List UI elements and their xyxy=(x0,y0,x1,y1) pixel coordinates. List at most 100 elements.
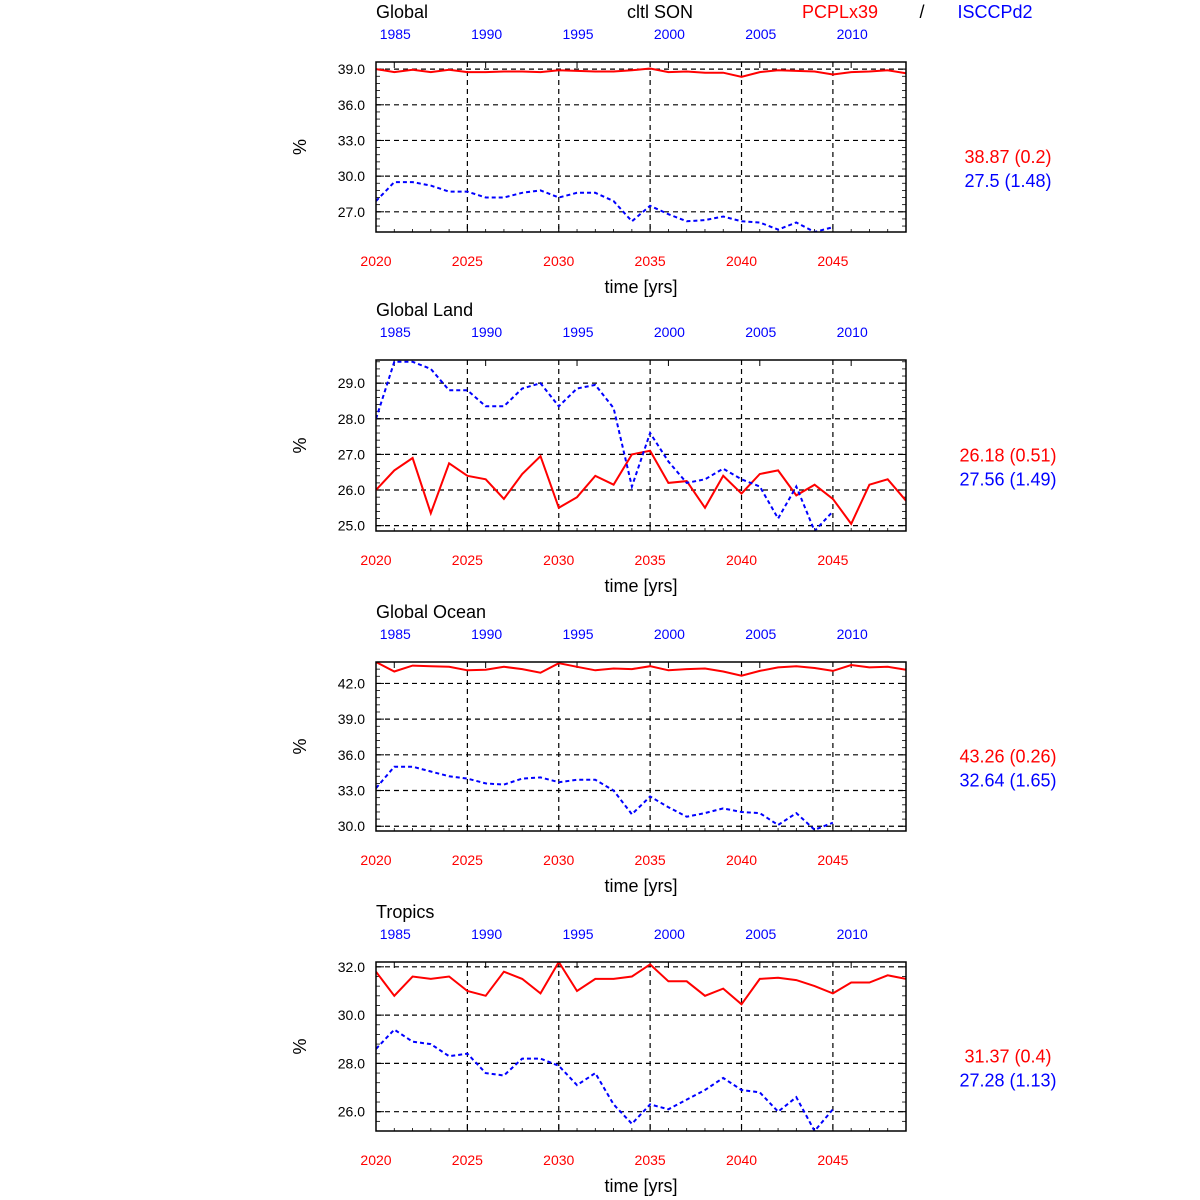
panel-global-land: Global Land 1985 1990 1995 2000 2005 2010 25.0 2… xyxy=(290,300,1057,596)
panel-global: Global 1985 1990 1995 2000 2005 2010 27.0 30.0 33… xyxy=(290,2,1052,297)
x-tick-label: 2040 xyxy=(726,852,757,868)
y-tick-label: 28.0 xyxy=(338,411,365,427)
obs-legend-label: ISCCPd2 xyxy=(957,2,1032,22)
y-axis-title: % xyxy=(290,738,310,754)
y-axis-title: % xyxy=(290,437,310,453)
x-tick-label: 2045 xyxy=(817,852,848,868)
variable-title: cltl SON xyxy=(627,2,693,22)
x-tick-label: 2025 xyxy=(452,1152,483,1168)
top-tick-label: 1985 xyxy=(380,26,411,42)
top-tick-label: 2000 xyxy=(654,926,685,942)
model-legend-label: PCPLx39 xyxy=(802,2,878,22)
x-tick-label: 2020 xyxy=(360,552,391,568)
top-tick-label: 1995 xyxy=(562,626,593,642)
obs-summary: 27.5 (1.48) xyxy=(964,171,1051,191)
top-tick-label: 2010 xyxy=(837,626,868,642)
panel-global-ocean: Global Ocean 1985 1990 1995 2000 2005 2010 30.0… xyxy=(290,602,1057,896)
obs-series-line xyxy=(376,765,834,831)
plot-frame xyxy=(375,661,907,832)
x-tick-label: 2025 xyxy=(452,253,483,269)
x-axis-title: time [yrs] xyxy=(604,576,677,596)
model-summary: 38.87 (0.2) xyxy=(964,147,1051,167)
top-tick-label: 2010 xyxy=(837,324,868,340)
top-tick-label: 1995 xyxy=(562,26,593,42)
y-tick-label: 39.0 xyxy=(338,711,365,727)
obs-summary: 27.28 (1.13) xyxy=(959,1071,1056,1091)
top-tick-label: 2000 xyxy=(654,26,685,42)
x-tick-label: 2030 xyxy=(543,1152,574,1168)
x-tick-label: 2040 xyxy=(726,1152,757,1168)
x-tick-label: 2030 xyxy=(543,552,574,568)
x-tick-label: 2020 xyxy=(360,852,391,868)
top-tick-label: 2010 xyxy=(837,926,868,942)
top-tick-label: 1990 xyxy=(471,324,502,340)
y-tick-label: 33.0 xyxy=(338,132,365,148)
plot-frame xyxy=(375,359,907,532)
top-tick-label: 1985 xyxy=(380,324,411,340)
model-summary: 43.26 (0.26) xyxy=(959,747,1056,767)
model-series-line xyxy=(376,662,906,677)
panel-title: Global Ocean xyxy=(376,602,486,622)
panel-title: Global Land xyxy=(376,300,473,320)
x-tick-label: 2025 xyxy=(452,552,483,568)
y-tick-label: 32.0 xyxy=(338,959,365,975)
obs-series-line xyxy=(376,360,834,531)
x-tick-label: 2035 xyxy=(635,1152,666,1168)
top-tick-label: 2000 xyxy=(654,324,685,340)
y-tick-label: 30.0 xyxy=(338,168,365,184)
top-tick-label: 2005 xyxy=(745,626,776,642)
y-tick-label: 36.0 xyxy=(338,747,365,763)
top-tick-label: 1990 xyxy=(471,26,502,42)
y-tick-label: 42.0 xyxy=(338,675,365,691)
y-axis-title: % xyxy=(290,139,310,155)
obs-summary: 27.56 (1.49) xyxy=(959,470,1056,490)
top-tick-label: 1995 xyxy=(562,324,593,340)
top-tick-label: 2005 xyxy=(745,26,776,42)
x-tick-label: 2020 xyxy=(360,253,391,269)
top-tick-label: 1985 xyxy=(380,626,411,642)
x-tick-label: 2040 xyxy=(726,552,757,568)
obs-summary: 32.64 (1.65) xyxy=(959,771,1056,791)
obs-series-line xyxy=(376,181,834,232)
y-tick-label: 30.0 xyxy=(338,818,365,834)
y-tick-label: 27.0 xyxy=(338,446,365,462)
x-tick-label: 2020 xyxy=(360,1152,391,1168)
plot-frame xyxy=(375,61,907,233)
obs-series-line xyxy=(376,1028,834,1131)
legend-separator: / xyxy=(919,2,924,22)
y-tick-label: 30.0 xyxy=(338,1007,365,1023)
top-tick-label: 1985 xyxy=(380,926,411,942)
model-summary: 26.18 (0.51) xyxy=(959,446,1056,466)
x-axis-title: time [yrs] xyxy=(604,876,677,896)
model-series-line xyxy=(376,67,906,78)
plot-frame xyxy=(375,961,907,1132)
top-tick-label: 1995 xyxy=(562,926,593,942)
x-tick-label: 2045 xyxy=(817,253,848,269)
y-tick-label: 25.0 xyxy=(338,518,365,534)
top-tick-label: 2005 xyxy=(745,324,776,340)
x-tick-label: 2035 xyxy=(635,852,666,868)
x-tick-label: 2040 xyxy=(726,253,757,269)
top-tick-label: 1990 xyxy=(471,626,502,642)
y-tick-label: 26.0 xyxy=(338,482,365,498)
x-tick-label: 2045 xyxy=(817,552,848,568)
panel-title: Global xyxy=(376,2,428,22)
x-tick-label: 2045 xyxy=(817,1152,848,1168)
panel-tropics: Tropics 1985 1990 1995 2000 2005 2010 26.0 28.0 3… xyxy=(290,902,1057,1196)
y-tick-label: 39.0 xyxy=(338,61,365,77)
x-axis-title: time [yrs] xyxy=(604,277,677,297)
panel-title: Tropics xyxy=(376,902,434,922)
y-tick-label: 28.0 xyxy=(338,1055,365,1071)
model-series-line xyxy=(376,449,906,526)
x-tick-label: 2025 xyxy=(452,852,483,868)
top-tick-label: 1990 xyxy=(471,926,502,942)
x-tick-label: 2030 xyxy=(543,253,574,269)
x-tick-label: 2035 xyxy=(635,552,666,568)
x-axis-title: time [yrs] xyxy=(604,1176,677,1196)
top-tick-label: 2005 xyxy=(745,926,776,942)
y-tick-label: 29.0 xyxy=(338,375,365,391)
y-tick-label: 27.0 xyxy=(338,204,365,220)
model-summary: 31.37 (0.4) xyxy=(964,1047,1051,1067)
y-tick-label: 33.0 xyxy=(338,783,365,799)
y-axis-title: % xyxy=(290,1038,310,1054)
